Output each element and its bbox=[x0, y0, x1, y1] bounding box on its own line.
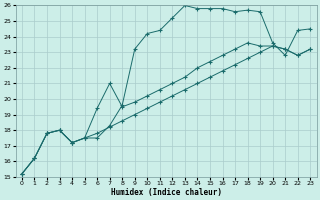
X-axis label: Humidex (Indice chaleur): Humidex (Indice chaleur) bbox=[111, 188, 221, 197]
